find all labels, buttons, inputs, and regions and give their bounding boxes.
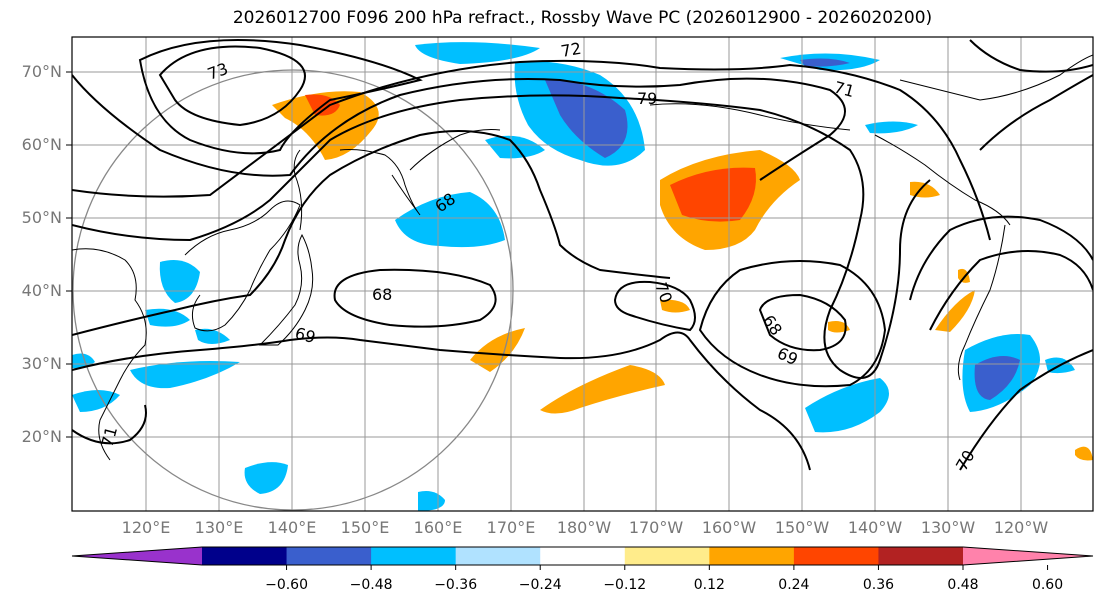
negative-anomaly-region bbox=[800, 58, 850, 67]
positive-anomaly-region bbox=[540, 365, 665, 414]
negative-anomaly-region bbox=[545, 79, 628, 158]
contour-label: 70 bbox=[952, 447, 979, 474]
axis-ticks bbox=[66, 71, 72, 438]
negative-anomaly-region bbox=[395, 192, 505, 248]
reference-circle bbox=[72, 69, 514, 511]
lat-label-70n: 70°N bbox=[21, 62, 62, 81]
colorbar-tick-label: 0.48 bbox=[947, 577, 979, 593]
lon-label-170w: 170°W bbox=[628, 518, 684, 537]
negative-anomaly-region bbox=[485, 135, 545, 159]
negative-anomaly-region bbox=[159, 259, 200, 303]
negative-anomaly-region bbox=[72, 390, 120, 412]
negative-anomaly-region bbox=[805, 378, 889, 433]
lat-label-50n: 50°N bbox=[21, 208, 62, 227]
contour-label: 68 bbox=[372, 285, 392, 304]
colorbar-tick-label: 0.36 bbox=[862, 577, 895, 593]
contour-label: 71 bbox=[98, 424, 122, 449]
lat-label-60n: 60°N bbox=[21, 135, 62, 154]
negative-anomaly-region bbox=[974, 356, 1020, 400]
colorbar-tick-label: 0.60 bbox=[1031, 577, 1064, 593]
lon-label-120w: 120°W bbox=[993, 518, 1049, 537]
lat-label-40n: 40°N bbox=[21, 281, 62, 300]
lat-label-20n: 20°N bbox=[21, 427, 62, 446]
contour-label: 71 bbox=[832, 78, 857, 102]
lon-label-140e: 140°E bbox=[267, 518, 317, 537]
lon-label-170e: 170°E bbox=[486, 518, 536, 537]
height-contours bbox=[72, 39, 1093, 471]
positive-anomaly-region bbox=[660, 299, 690, 313]
positive-anomaly-region bbox=[1075, 446, 1093, 461]
colorbar-tick-label: −0.60 bbox=[265, 577, 308, 593]
colorbar-tick-label: −0.36 bbox=[434, 577, 478, 593]
negative-anomaly-region bbox=[418, 491, 445, 511]
colorbar-tick-label: −0.48 bbox=[349, 577, 393, 593]
negative-anomaly-region bbox=[130, 361, 240, 389]
contour-label: 79 bbox=[637, 89, 657, 108]
contour-label: 69 bbox=[774, 343, 800, 369]
positive-anomaly-region bbox=[670, 167, 756, 222]
positive-anomaly-region bbox=[828, 321, 850, 333]
lon-label-160e: 160°E bbox=[413, 518, 463, 537]
lon-label-120e: 120°E bbox=[121, 518, 171, 537]
positive-anomaly-region bbox=[935, 290, 975, 332]
lon-label-150e: 150°E bbox=[340, 518, 390, 537]
contour-label: 72 bbox=[559, 39, 582, 61]
map-frame bbox=[71, 36, 1094, 512]
negative-anomaly-region bbox=[415, 42, 540, 64]
map-area: 73 72 79 71 68 68 69 70 68 69 70 71 bbox=[72, 37, 1093, 511]
negative-anomaly-region bbox=[72, 353, 95, 369]
positive-anomaly-region bbox=[272, 91, 379, 160]
colorbar-tick-label: −0.24 bbox=[518, 577, 562, 593]
map-title: 2026012700 F096 200 hPa refract., Rossby… bbox=[232, 8, 933, 28]
lon-label-160w: 160°W bbox=[701, 518, 757, 537]
coastlines bbox=[72, 54, 1093, 461]
colorbar-tick-label: −0.12 bbox=[603, 577, 647, 593]
negative-anomaly-region bbox=[195, 328, 230, 344]
colorbar-tick-label: 0.24 bbox=[778, 577, 810, 593]
negative-anomaly-region bbox=[244, 462, 288, 494]
lon-label-130e: 130°E bbox=[194, 518, 244, 537]
colorbar-tick-label: 0.12 bbox=[693, 577, 725, 593]
positive-anomaly-region bbox=[958, 268, 970, 283]
lon-label-130w: 130°W bbox=[920, 518, 976, 537]
lon-label-150w: 150°W bbox=[774, 518, 830, 537]
positive-anomaly-region bbox=[470, 328, 525, 372]
contour-label: 69 bbox=[293, 324, 318, 348]
graticule bbox=[72, 37, 1093, 511]
lon-label-180w: 180°W bbox=[556, 518, 612, 537]
lat-label-30n: 30°N bbox=[21, 354, 62, 373]
negative-anomaly-region bbox=[865, 121, 918, 134]
lon-label-140w: 140°W bbox=[847, 518, 903, 537]
anomaly-shading bbox=[72, 42, 1093, 511]
